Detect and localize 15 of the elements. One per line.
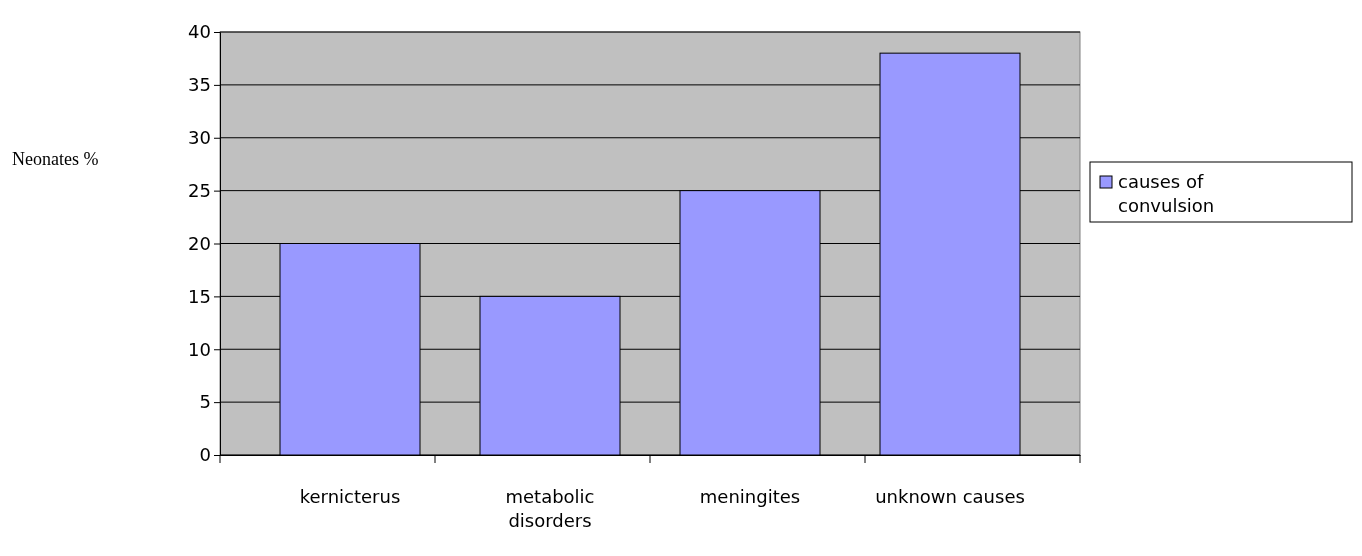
x-tick-label: kernicterus (299, 486, 401, 507)
y-tick-label: 25 (188, 179, 211, 201)
y-tick-label: 0 (199, 444, 211, 466)
x-tick-label: unknown causes (875, 486, 1025, 507)
y-tick-label: 40 (188, 21, 211, 43)
x-tick-label: metabolic disorders (505, 486, 595, 531)
y-tick-label: 5 (199, 391, 211, 413)
y-tick-label: 15 (188, 285, 211, 307)
x-tick-label: meningites (699, 486, 801, 507)
legend-label: causes of convulsion (1118, 171, 1215, 216)
y-tick-label: 10 (188, 338, 211, 360)
y-axis-title: Neonates % (12, 148, 99, 169)
y-tick-label: 30 (188, 127, 211, 149)
y-tick-label: 35 (188, 74, 211, 96)
y-tick-label: 20 (188, 232, 211, 254)
